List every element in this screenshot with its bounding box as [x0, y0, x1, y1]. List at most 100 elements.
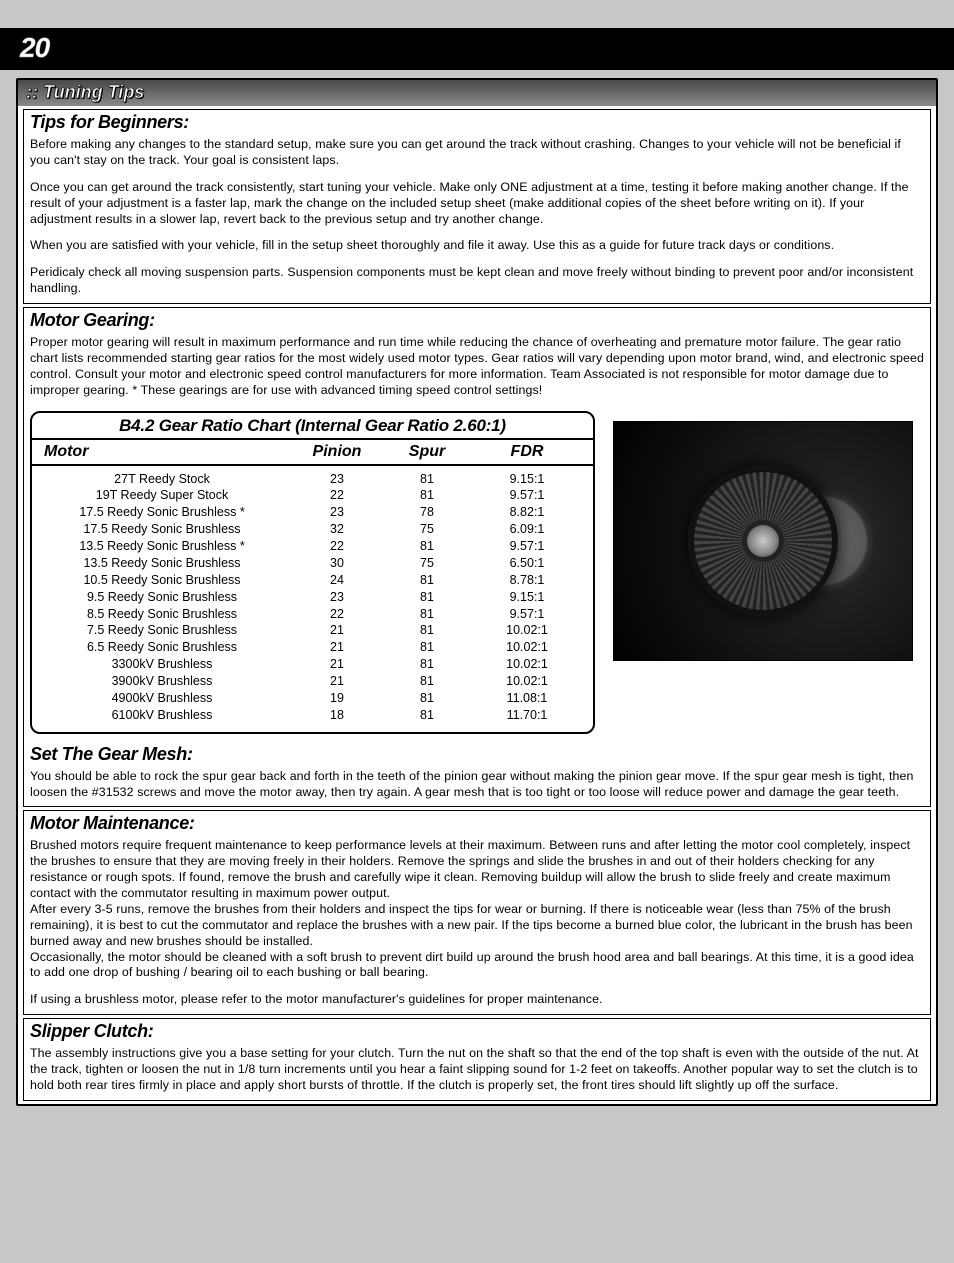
- gear-table-row: 6100kV Brushless188111.70:1: [32, 707, 593, 724]
- content-frame: :: Tuning Tips Tips for Beginners: Befor…: [16, 78, 938, 1106]
- cell-pinion: 22: [292, 606, 382, 623]
- cell-spur: 81: [382, 487, 472, 504]
- beginners-heading: Tips for Beginners:: [24, 110, 930, 135]
- cell-motor: 3900kV Brushless: [32, 673, 292, 690]
- section-title-bar: :: Tuning Tips: [18, 80, 936, 106]
- cell-spur: 75: [382, 521, 472, 538]
- cell-fdr: 10.02:1: [472, 673, 582, 690]
- slipper-heading: Slipper Clutch:: [24, 1019, 930, 1044]
- cell-fdr: 11.08:1: [472, 690, 582, 707]
- cell-pinion: 21: [292, 639, 382, 656]
- gear-table-row: 3300kV Brushless218110.02:1: [32, 656, 593, 673]
- gear-table-row: 6.5 Reedy Sonic Brushless218110.02:1: [32, 639, 593, 656]
- cell-spur: 81: [382, 572, 472, 589]
- cell-pinion: 23: [292, 589, 382, 606]
- beginners-p3: When you are satisfied with your vehicle…: [30, 238, 924, 254]
- cell-motor: 17.5 Reedy Sonic Brushless: [32, 521, 292, 538]
- cell-spur: 81: [382, 690, 472, 707]
- maint-p3: Occasionally, the motor should be cleane…: [30, 950, 924, 982]
- col-fdr: FDR: [472, 443, 582, 461]
- gearing-heading: Motor Gearing:: [24, 308, 930, 333]
- cell-motor: 13.5 Reedy Sonic Brushless *: [32, 538, 292, 555]
- gear-table-row: 10.5 Reedy Sonic Brushless24818.78:1: [32, 572, 593, 589]
- mesh-heading: Set The Gear Mesh:: [24, 742, 930, 767]
- cell-fdr: 6.50:1: [472, 555, 582, 572]
- cell-motor: 4900kV Brushless: [32, 690, 292, 707]
- gear-table-row: 13.5 Reedy Sonic Brushless *22819.57:1: [32, 538, 593, 555]
- gear-table-row: 8.5 Reedy Sonic Brushless22819.57:1: [32, 606, 593, 623]
- cell-spur: 81: [382, 538, 472, 555]
- cell-fdr: 10.02:1: [472, 656, 582, 673]
- gear-table-row: 3900kV Brushless218110.02:1: [32, 673, 593, 690]
- beginners-p1: Before making any changes to the standar…: [30, 137, 924, 169]
- page-number: 20: [20, 32, 49, 63]
- gear-table-header: Motor Pinion Spur FDR: [32, 438, 593, 466]
- cell-fdr: 10.02:1: [472, 622, 582, 639]
- cell-spur: 81: [382, 471, 472, 488]
- gear-table-row: 9.5 Reedy Sonic Brushless23819.15:1: [32, 589, 593, 606]
- section-title-text: :: Tuning Tips: [26, 82, 144, 102]
- col-motor: Motor: [32, 443, 292, 461]
- cell-fdr: 9.57:1: [472, 606, 582, 623]
- cell-pinion: 30: [292, 555, 382, 572]
- cell-motor: 13.5 Reedy Sonic Brushless: [32, 555, 292, 572]
- gear-table-row: 19T Reedy Super Stock22819.57:1: [32, 487, 593, 504]
- cell-motor: 6.5 Reedy Sonic Brushless: [32, 639, 292, 656]
- cell-motor: 27T Reedy Stock: [32, 471, 292, 488]
- cell-pinion: 21: [292, 656, 382, 673]
- cell-pinion: 23: [292, 471, 382, 488]
- cell-spur: 81: [382, 639, 472, 656]
- gear-table-row: 17.5 Reedy Sonic Brushless *23788.82:1: [32, 504, 593, 521]
- cell-pinion: 22: [292, 538, 382, 555]
- cell-fdr: 10.02:1: [472, 639, 582, 656]
- cell-spur: 81: [382, 589, 472, 606]
- cell-spur: 81: [382, 656, 472, 673]
- maint-p4: If using a brushless motor, please refer…: [30, 992, 924, 1008]
- cell-motor: 9.5 Reedy Sonic Brushless: [32, 589, 292, 606]
- col-pinion: Pinion: [292, 443, 382, 461]
- cell-pinion: 24: [292, 572, 382, 589]
- cell-pinion: 19: [292, 690, 382, 707]
- gear-ratio-table: B4.2 Gear Ratio Chart (Internal Gear Rat…: [30, 411, 595, 734]
- maint-p1: Brushed motors require frequent maintena…: [30, 838, 924, 902]
- cell-pinion: 18: [292, 707, 382, 724]
- cell-fdr: 8.78:1: [472, 572, 582, 589]
- gear-table-title: B4.2 Gear Ratio Chart (Internal Gear Rat…: [32, 413, 593, 438]
- cell-pinion: 32: [292, 521, 382, 538]
- beginners-p4: Peridicaly check all moving suspension p…: [30, 265, 924, 297]
- mesh-p1: You should be able to rock the spur gear…: [30, 769, 924, 801]
- gear-table-row: 17.5 Reedy Sonic Brushless32756.09:1: [32, 521, 593, 538]
- cell-motor: 10.5 Reedy Sonic Brushless: [32, 572, 292, 589]
- section-gearing: Motor Gearing: Proper motor gearing will…: [23, 307, 931, 807]
- cell-motor: 17.5 Reedy Sonic Brushless *: [32, 504, 292, 521]
- gear-image: [613, 421, 913, 661]
- col-spur: Spur: [382, 443, 472, 461]
- cell-motor: 6100kV Brushless: [32, 707, 292, 724]
- cell-fdr: 9.15:1: [472, 471, 582, 488]
- cell-fdr: 9.15:1: [472, 589, 582, 606]
- beginners-p2: Once you can get around the track consis…: [30, 180, 924, 228]
- slipper-p1: The assembly instructions give you a bas…: [30, 1046, 924, 1094]
- gear-table-row: 13.5 Reedy Sonic Brushless30756.50:1: [32, 555, 593, 572]
- cell-spur: 78: [382, 504, 472, 521]
- cell-spur: 75: [382, 555, 472, 572]
- cell-fdr: 11.70:1: [472, 707, 582, 724]
- cell-fdr: 6.09:1: [472, 521, 582, 538]
- maint-p2: After every 3-5 runs, remove the brushes…: [30, 902, 924, 950]
- cell-spur: 81: [382, 622, 472, 639]
- cell-fdr: 8.82:1: [472, 504, 582, 521]
- cell-pinion: 21: [292, 673, 382, 690]
- cell-pinion: 23: [292, 504, 382, 521]
- cell-spur: 81: [382, 606, 472, 623]
- cell-fdr: 9.57:1: [472, 487, 582, 504]
- gear-table-row: 4900kV Brushless198111.08:1: [32, 690, 593, 707]
- cell-motor: 8.5 Reedy Sonic Brushless: [32, 606, 292, 623]
- section-slipper: Slipper Clutch: The assembly instruction…: [23, 1018, 931, 1101]
- cell-fdr: 9.57:1: [472, 538, 582, 555]
- gear-table-row: 27T Reedy Stock23819.15:1: [32, 471, 593, 488]
- page-header-bar: 20: [0, 28, 954, 70]
- cell-spur: 81: [382, 707, 472, 724]
- section-maintenance: Motor Maintenance: Brushed motors requir…: [23, 810, 931, 1015]
- cell-spur: 81: [382, 673, 472, 690]
- cell-motor: 7.5 Reedy Sonic Brushless: [32, 622, 292, 639]
